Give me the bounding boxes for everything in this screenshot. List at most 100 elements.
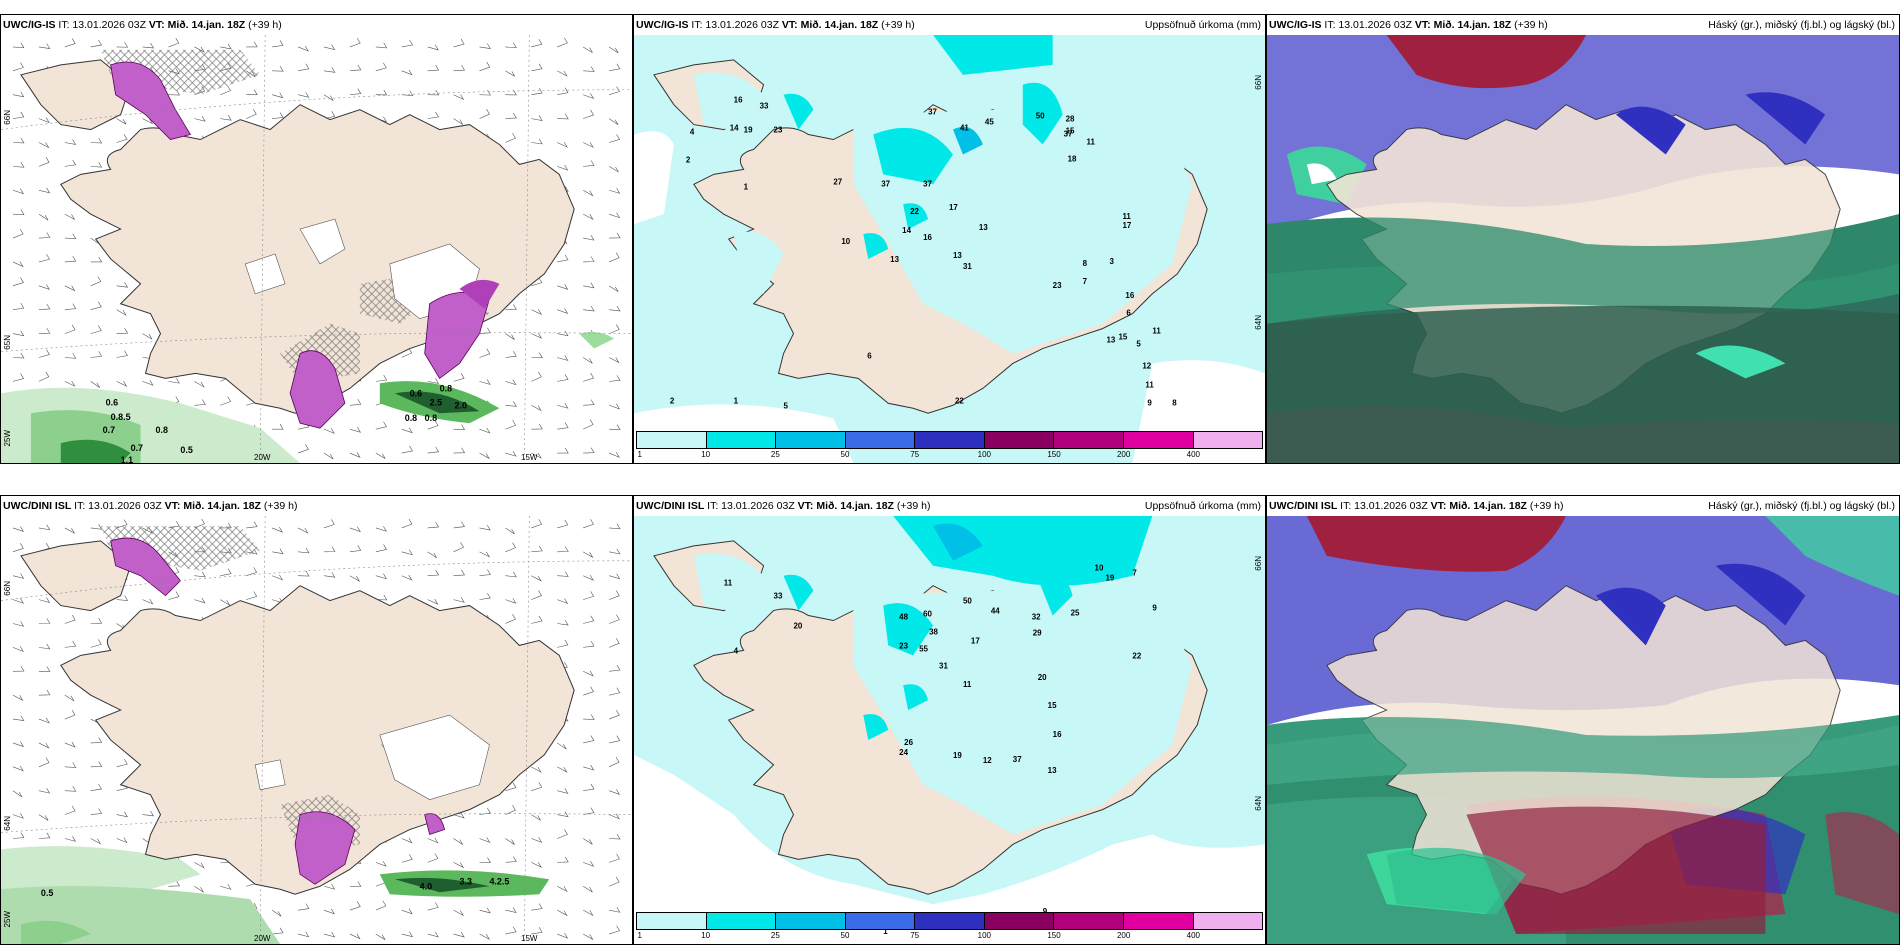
wind-barb bbox=[557, 37, 568, 48]
green-gust-areas bbox=[1, 846, 550, 944]
map-value-label: 9 bbox=[1147, 398, 1152, 407]
wind-barb bbox=[453, 118, 464, 125]
wind-barb bbox=[12, 111, 25, 119]
precip-map: 16 33 19 23 14 2 4 10 37 45 41 50 37 28 37 11 18 15 27 37 16… bbox=[634, 35, 1265, 463]
wind-barb bbox=[531, 615, 543, 624]
panel-ig-precip: UWC/IG-IS IT: 13.01.2026 03Z VT: Mið. 14… bbox=[633, 14, 1266, 464]
map-value-label: 37 bbox=[928, 108, 937, 117]
wind-barb bbox=[583, 670, 594, 677]
wind-barb bbox=[168, 378, 180, 384]
wind-barb bbox=[168, 89, 180, 96]
wind-barb bbox=[583, 783, 595, 792]
wind-barb bbox=[168, 38, 180, 48]
lon-label-25: 25W bbox=[3, 911, 12, 928]
purple-precip-areas bbox=[110, 537, 446, 885]
colorbar-label: 100 bbox=[977, 450, 992, 459]
wind-barb bbox=[608, 166, 619, 173]
valid-time: Mið. 14.jan. 18Z bbox=[816, 500, 894, 512]
wind-map: 0.6 0.8.5 0.7 0.8 0.7 1.1 0.5 0.8 0.8 2.5 2.0 0.6 0.… bbox=[1, 35, 632, 463]
wind-barb bbox=[220, 599, 230, 606]
wind-barb bbox=[401, 549, 413, 556]
map-value-label: 0.5 bbox=[180, 445, 192, 455]
wind-barb bbox=[557, 619, 569, 626]
wind-barb bbox=[401, 574, 413, 581]
wind-barb bbox=[557, 519, 569, 529]
wind-barb bbox=[479, 551, 491, 558]
map-value-label: 19 bbox=[953, 751, 962, 760]
wind-barb bbox=[479, 524, 491, 531]
wind-barb bbox=[531, 766, 542, 773]
wind-barb bbox=[12, 62, 24, 72]
wind-barb bbox=[64, 353, 77, 359]
wind-barb bbox=[142, 598, 154, 605]
green-gust-areas bbox=[1, 331, 615, 463]
wind-barb bbox=[12, 261, 24, 268]
wind-barb bbox=[142, 333, 153, 340]
wind-barb bbox=[272, 927, 284, 935]
wind-barb bbox=[38, 832, 51, 839]
wind-barb bbox=[583, 282, 595, 289]
wind-barb bbox=[583, 305, 595, 312]
map-value-label: 9 bbox=[1043, 907, 1048, 916]
wind-barb bbox=[505, 401, 517, 407]
wind-barb bbox=[272, 424, 284, 430]
wind-barb bbox=[272, 40, 284, 48]
map-value-label: 13 bbox=[979, 223, 988, 232]
wind-barb bbox=[90, 761, 103, 768]
wind-barb bbox=[427, 44, 439, 51]
lon-label-15: 15W bbox=[521, 453, 538, 462]
wind-barb bbox=[323, 931, 336, 938]
gridlines bbox=[1, 35, 632, 463]
wind-barb bbox=[12, 790, 23, 798]
wind-barb bbox=[479, 348, 491, 358]
wind-barb bbox=[609, 63, 621, 72]
wind-barb bbox=[479, 61, 491, 72]
map-value-label: 37 bbox=[1013, 755, 1022, 764]
wind-barb bbox=[90, 639, 102, 648]
wind-barb bbox=[349, 881, 362, 887]
wind-barb bbox=[38, 232, 51, 239]
wind-barb bbox=[557, 598, 569, 605]
map-value-label: 0.7 bbox=[131, 443, 143, 453]
colorbar-label: 10 bbox=[701, 931, 711, 940]
wind-barb bbox=[505, 907, 517, 914]
map-value-label: 55 bbox=[919, 644, 928, 653]
wind-barb bbox=[349, 526, 361, 533]
map-value-label: 0.6 bbox=[106, 397, 118, 407]
wind-barb bbox=[38, 284, 50, 290]
wind-barb bbox=[453, 862, 465, 869]
wind-barb bbox=[609, 375, 621, 382]
map-value-label: 31 bbox=[939, 661, 948, 670]
map-value-label: 16 bbox=[923, 233, 932, 242]
map-value-label: 4 bbox=[690, 128, 695, 137]
wind-barb bbox=[505, 89, 517, 96]
map-value-label: 11 bbox=[724, 579, 733, 588]
map-value-label: 3 bbox=[1109, 257, 1114, 266]
wind-barb bbox=[12, 694, 24, 702]
wind-barb bbox=[557, 284, 569, 290]
wind-barb bbox=[12, 832, 25, 839]
wind-barb bbox=[90, 137, 103, 144]
wind-barb bbox=[505, 805, 516, 815]
wind-barb bbox=[505, 926, 517, 935]
wind-barb bbox=[375, 452, 386, 459]
wind-barb bbox=[38, 597, 51, 603]
precip-wet-areas bbox=[693, 516, 1193, 835]
wind-barb bbox=[427, 89, 440, 96]
wind-barb bbox=[531, 371, 542, 382]
wind-barb bbox=[246, 89, 258, 96]
valid-label: VT: bbox=[1430, 500, 1447, 512]
map-value-label: 17 bbox=[1122, 221, 1131, 230]
wind-barb bbox=[116, 350, 128, 358]
wind-barb bbox=[608, 590, 620, 600]
wind-barb bbox=[557, 788, 569, 794]
precip-wet-areas bbox=[693, 35, 1193, 354]
wind-barb bbox=[582, 357, 593, 364]
panel-header: UWC/DINI ISL IT: 13.01.2026 03Z VT: Mið.… bbox=[634, 496, 1265, 516]
wind-barb bbox=[116, 381, 128, 387]
colorbar-label: 25 bbox=[770, 450, 780, 459]
wind-barb bbox=[479, 592, 491, 600]
wind-barb bbox=[583, 615, 595, 624]
wind-barb bbox=[272, 526, 284, 533]
